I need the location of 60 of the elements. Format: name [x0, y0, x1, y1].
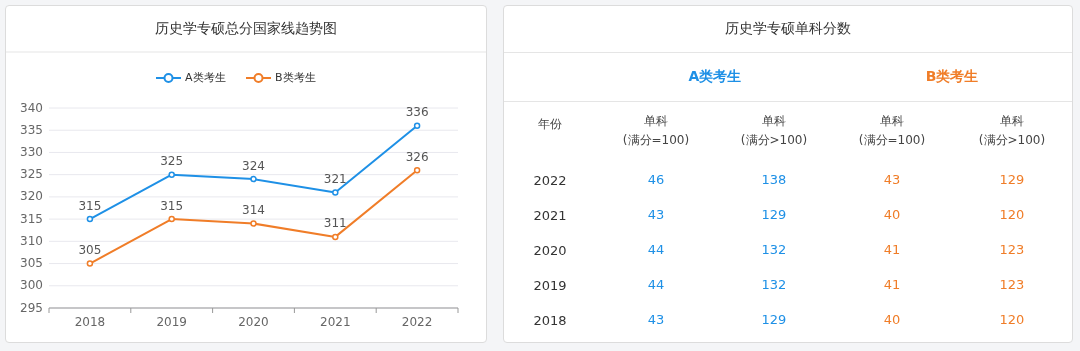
chart-title: 历史学专硕单科分数 [724, 20, 852, 38]
data-label: 138 [719, 165, 829, 195]
data-label: 311 [323, 216, 347, 231]
y-tick-label: 320 [20, 189, 43, 204]
data-label: 46 [601, 165, 711, 195]
y-tick-label: 2020 [532, 242, 568, 258]
legend-label: A类考生 [185, 71, 226, 84]
text: A类考生 [687, 68, 743, 86]
data-label: 315 [160, 198, 184, 213]
data-label: 129 [719, 200, 829, 230]
y-tick-label: 315 [20, 211, 43, 226]
y-tick-label: 2021 [532, 207, 568, 223]
y-axis-title: 年份 [537, 115, 563, 133]
y-tick-label: 295 [20, 300, 43, 315]
y-tick-label: 330 [20, 144, 43, 159]
data-label: 120 [957, 200, 1067, 230]
data-label: 41 [837, 270, 947, 300]
data-label: 326 [405, 149, 429, 164]
chart-title: 历史学专硕总分国家线趋势图 [155, 20, 337, 36]
y-tick-label: 335 [20, 122, 43, 137]
data-label: 129 [957, 165, 1067, 195]
data-label: 40 [837, 200, 947, 230]
x-tick-label: 2020 [238, 314, 269, 329]
y-tick-label: 300 [20, 278, 43, 293]
data-label: 44 [601, 235, 711, 265]
data-label: 132 [719, 270, 829, 300]
data-label: 40 [837, 305, 947, 335]
y-tick-label: 2022 [532, 172, 568, 188]
y-tick-label: 305 [20, 256, 43, 271]
data-label: 44 [601, 270, 711, 300]
data-label: 314 [242, 203, 265, 218]
data-label: 315 [78, 198, 102, 213]
x-tick-label: 单科 (满分=100) [621, 113, 691, 149]
data-label: 43 [601, 305, 711, 335]
data-label: 324 [242, 158, 265, 173]
text: B类考生 [924, 68, 980, 86]
data-label: 120 [957, 305, 1067, 335]
x-tick-label: 2019 [156, 314, 187, 329]
data-label: 123 [957, 235, 1067, 265]
data-label: 336 [405, 105, 429, 120]
y-tick-label: 340 [20, 100, 43, 115]
x-tick-label: 单科 (满分>100) [977, 113, 1047, 149]
data-label: 41 [837, 235, 947, 265]
x-tick-label: 单科 (满分>100) [739, 113, 809, 149]
x-tick-label: 2018 [74, 314, 106, 329]
data-label: 325 [160, 154, 184, 169]
x-tick-label: 单科 (满分=100) [857, 113, 927, 149]
x-tick-label: 2021 [320, 314, 351, 329]
data-label: 43 [601, 200, 711, 230]
legend-label: B类考生 [275, 71, 316, 84]
y-tick-label: 310 [20, 233, 43, 248]
data-label: 43 [837, 165, 947, 195]
data-label: 123 [957, 270, 1067, 300]
y-tick-label: 2019 [532, 277, 568, 293]
x-tick-label: 2022 [401, 314, 433, 329]
data-label: 305 [78, 243, 102, 258]
data-label: 132 [719, 235, 829, 265]
data-label: 129 [719, 305, 829, 335]
y-tick-label: 325 [20, 167, 43, 182]
data-label: 321 [323, 171, 347, 186]
